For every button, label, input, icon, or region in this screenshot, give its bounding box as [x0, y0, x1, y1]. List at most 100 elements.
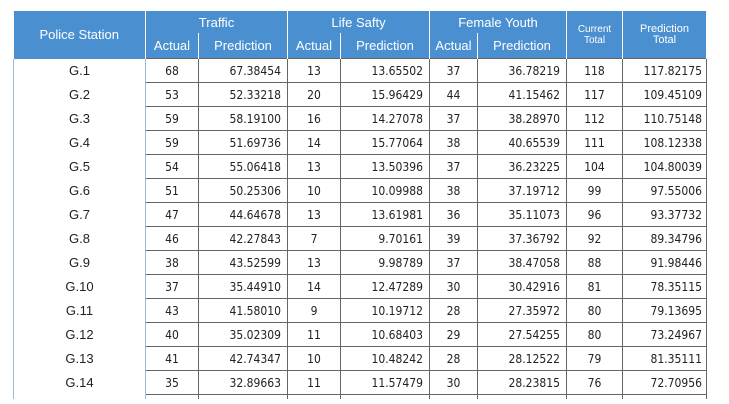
cell-l-act: 13	[287, 250, 341, 275]
cell-pred: 110.75148	[622, 106, 707, 131]
header-life-prediction: Prediction	[340, 33, 430, 59]
table-row: G.11 43 41.58010 9 10.19712 28 27.35972 80 79.13…	[13, 298, 707, 323]
cell-pred: 78.35115	[622, 274, 707, 299]
cell-f-pred: 28.23815	[477, 370, 567, 395]
cell-t-act: 47	[145, 202, 199, 227]
cell-pred: 79.13695	[622, 298, 707, 323]
cell-cur: 76	[566, 370, 623, 395]
cell-station: G.1	[13, 58, 146, 83]
cell-cur: 92	[566, 226, 623, 251]
cell-f-act: 44	[429, 82, 478, 107]
cell-pred: 104.80039	[622, 154, 707, 179]
header-current-total-line2: Total	[583, 34, 606, 46]
cell-l-act: 7	[287, 226, 341, 251]
cell-f-pred: 36.78219	[477, 58, 567, 83]
header-life-actual: Actual	[287, 33, 341, 59]
cell-pred: 81.35111	[622, 346, 707, 371]
cell-l-act: 14	[287, 274, 341, 299]
cell-t-act: 40	[145, 322, 199, 347]
cell-l-pred: 10.09988	[340, 178, 430, 203]
cell-f-act: 28	[429, 346, 478, 371]
cell-t-pred: 35.44910	[198, 274, 288, 299]
cell-l-pred: 13.61981	[340, 202, 430, 227]
cell-pred: 73.24967	[622, 322, 707, 347]
cell-t-pred: 51.69736	[198, 130, 288, 155]
table-row: G.13 41 42.74347 10 10.48242 28 28.12522 79 81.3…	[13, 346, 707, 371]
header-current-total: Current Total	[566, 11, 623, 59]
table-row: G.7 47 44.64678 13 13.61981 36 35.11073 96 93.37…	[13, 202, 707, 227]
table-row: G.3 59 58.19100 16 14.27078 37 38.28970 112 110.…	[13, 106, 707, 131]
table-body: G.1 68 67.38454 13 13.65502 37 36.78219 118 117.…	[13, 58, 707, 399]
cell-t-act: 59	[145, 106, 199, 131]
cell-l-pred: 9.70161	[340, 226, 430, 251]
cell-l-pred: 10.19712	[340, 298, 430, 323]
table-row: G.1 68 67.38454 13 13.65502 37 36.78219 118 117.…	[13, 58, 707, 83]
cell-l-act: 11	[287, 322, 341, 347]
cell-t-pred: 42.74347	[198, 346, 288, 371]
cell-station: G.2	[13, 82, 146, 107]
cell-l-act: 10	[287, 178, 341, 203]
cell-f-act: 29	[429, 322, 478, 347]
cell-f-act: 38	[429, 178, 478, 203]
cell-f-act: 36	[429, 202, 478, 227]
cell-t-pred: 32.89663	[198, 370, 288, 395]
table-row: G.8 46 42.27843 7 9.70161 39 37.36792 92 89.3479…	[13, 226, 707, 251]
table-row: G.14 35 32.89663 11 11.57479 30 28.23815 76 72.7…	[13, 370, 707, 395]
cell-l-act: 11	[287, 370, 341, 395]
cell-station: G.12	[13, 322, 146, 347]
cell-l-pred: 14.27078	[340, 106, 430, 131]
cell-partial	[287, 394, 341, 399]
cell-station: G.13	[13, 346, 146, 371]
cell-t-act: 43	[145, 298, 199, 323]
cell-l-act: 10	[287, 346, 341, 371]
cell-f-pred: 41.15462	[477, 82, 567, 107]
cell-cur: 80	[566, 322, 623, 347]
cell-pred: 89.34796	[622, 226, 707, 251]
cell-f-pred: 36.23225	[477, 154, 567, 179]
table-row: G.9 38 43.52599 13 9.98789 37 38.47058 88 91.984…	[13, 250, 707, 275]
cell-station: G.3	[13, 106, 146, 131]
cell-f-pred: 28.12522	[477, 346, 567, 371]
cell-cur: 111	[566, 130, 623, 155]
cell-cur: 104	[566, 154, 623, 179]
cell-t-act: 35	[145, 370, 199, 395]
police-prediction-table: Police Station Traffic Life Safty Female…	[13, 11, 707, 399]
cell-t-act: 41	[145, 346, 199, 371]
cell-f-act: 28	[429, 298, 478, 323]
cell-t-act: 68	[145, 58, 199, 83]
table-row: G.6 51 50.25306 10 10.09988 38 37.19712 99 97.55…	[13, 178, 707, 203]
cell-t-act: 46	[145, 226, 199, 251]
cell-f-act: 38	[429, 130, 478, 155]
cell-f-act: 37	[429, 250, 478, 275]
cell-pred: 72.70956	[622, 370, 707, 395]
cell-l-act: 20	[287, 82, 341, 107]
cell-t-pred: 58.19100	[198, 106, 288, 131]
header-female-youth: Female Youth	[429, 11, 567, 33]
cell-f-pred: 37.36792	[477, 226, 567, 251]
cell-cur: 81	[566, 274, 623, 299]
cell-partial	[429, 394, 478, 399]
cell-t-pred: 52.33218	[198, 82, 288, 107]
cell-pred: 108.12338	[622, 130, 707, 155]
cell-f-pred: 30.42916	[477, 274, 567, 299]
header-prediction-total-line2: Total	[652, 33, 677, 46]
cell-t-act: 53	[145, 82, 199, 107]
cell-l-pred: 15.96429	[340, 82, 430, 107]
cell-l-pred: 10.48242	[340, 346, 430, 371]
header-prediction-total-line1: Prediction	[640, 22, 689, 35]
cell-t-pred: 50.25306	[198, 178, 288, 203]
cell-cur: 96	[566, 202, 623, 227]
cell-t-pred: 55.06418	[198, 154, 288, 179]
cell-f-pred: 38.28970	[477, 106, 567, 131]
header-traffic-prediction: Prediction	[198, 33, 288, 59]
cell-station: G.11	[13, 298, 146, 323]
cell-l-pred: 12.47289	[340, 274, 430, 299]
cell-t-pred: 41.58010	[198, 298, 288, 323]
cell-partial	[622, 394, 707, 399]
header-traffic-actual: Actual	[145, 33, 199, 59]
cell-t-pred: 42.27843	[198, 226, 288, 251]
cell-l-act: 14	[287, 130, 341, 155]
cell-station: G.9	[13, 250, 146, 275]
cell-l-pred: 13.65502	[340, 58, 430, 83]
cell-t-pred: 43.52599	[198, 250, 288, 275]
